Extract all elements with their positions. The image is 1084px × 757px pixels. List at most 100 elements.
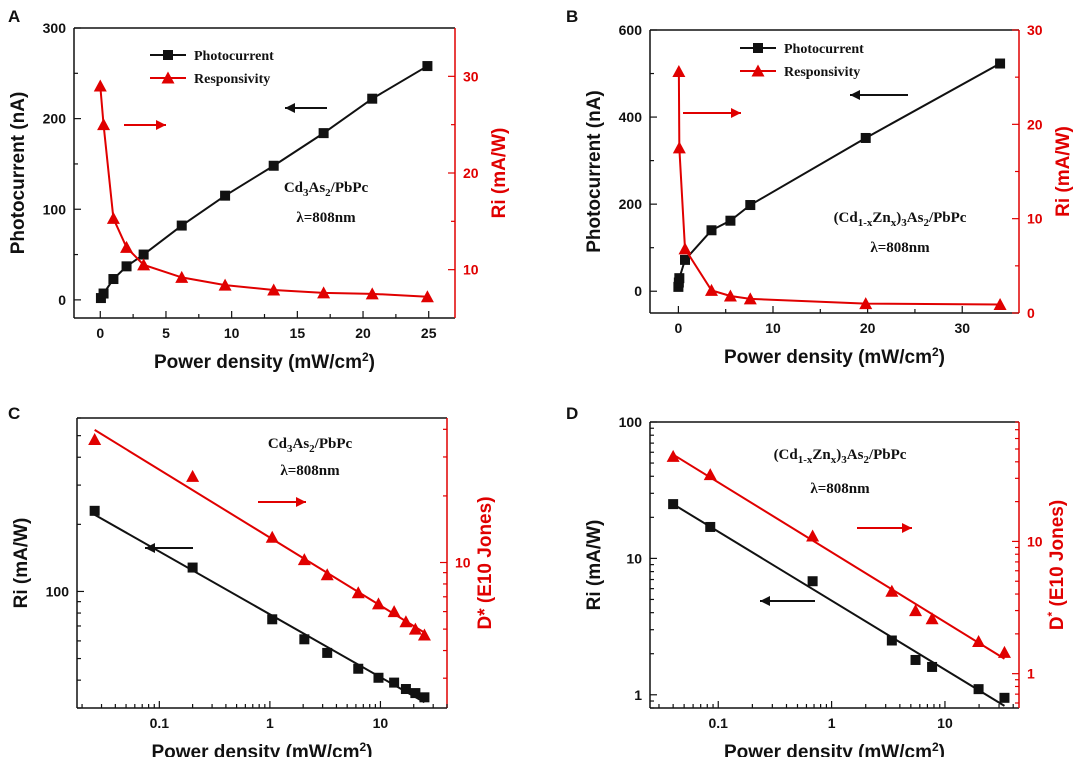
legend-marker [753, 43, 763, 53]
left-y-tick-label: 200 [619, 196, 643, 212]
data-point [373, 672, 384, 683]
data-point [672, 65, 686, 78]
fit-line [672, 503, 1005, 707]
data-point [859, 297, 873, 310]
axis-arrow-head [285, 103, 295, 113]
data-point [668, 499, 679, 510]
x-tick-label: 1 [828, 715, 836, 731]
axis-arrow-head [760, 596, 770, 606]
data-point [108, 274, 119, 285]
data-point [318, 128, 329, 139]
data-point [925, 612, 939, 625]
right-y-tick-label: 20 [463, 165, 479, 181]
left-y-axis-title: Ri (mA/W) [11, 518, 32, 609]
left-y-tick-label: 100 [619, 414, 643, 430]
series-responsivity [672, 65, 1007, 311]
data-point [420, 290, 434, 303]
data-point [138, 249, 149, 260]
data-point [317, 286, 331, 299]
data-point [706, 225, 717, 236]
material-label: Cd3As2/PbPc [268, 436, 353, 455]
data-point [886, 635, 897, 646]
wavelength-label: λ=808nm [870, 240, 930, 256]
panel-a: A 0 5 10 15 20 25 0 100 200 300 10 20 30 Power density… [8, 7, 510, 373]
data-point [399, 615, 413, 628]
data-point [674, 273, 685, 284]
data-point [267, 283, 281, 296]
data-point [705, 283, 718, 296]
axis-arrow-head [850, 90, 860, 100]
data-point [909, 604, 923, 617]
series-line [678, 62, 1001, 279]
right-y-axis-title: D* (E10 Jones) [475, 496, 496, 629]
data-point [121, 261, 132, 272]
right-y-tick-label: 20 [1027, 116, 1043, 132]
left-y-tick-label: 100 [43, 201, 67, 217]
left-y-tick-label: 0 [58, 292, 66, 308]
left-y-tick-label: 0 [634, 283, 642, 299]
right-y-axis-title: D* (E10 Jones) [1045, 500, 1068, 630]
left-y-tick-label: 400 [619, 109, 643, 125]
right-y-axis-title: Ri (mA/W) [1053, 126, 1074, 217]
data-point [807, 576, 818, 587]
data-point [410, 688, 421, 699]
x-tick-label: 0.1 [709, 715, 729, 731]
fit-line [672, 453, 1005, 660]
right-y-tick-label: 30 [463, 68, 479, 84]
series-d [666, 449, 1011, 660]
data-point [97, 118, 111, 131]
legend-label: Responsivity [194, 72, 270, 87]
x-tick-label: 1 [266, 715, 274, 731]
data-point [400, 684, 411, 695]
data-point [89, 505, 100, 516]
data-point [353, 663, 364, 674]
left-y-tick-label: 1 [634, 687, 642, 703]
material-label: (Cd1-xZnx)3As2/PbPc [774, 447, 907, 466]
x-tick-label: 10 [937, 715, 953, 731]
data-point [389, 677, 400, 688]
x-tick-label: 10 [765, 320, 781, 336]
right-y-tick-label: 10 [1027, 533, 1043, 549]
legend-marker [161, 71, 175, 84]
series-line [100, 65, 428, 299]
series-photocurrent [95, 61, 433, 304]
legend-label: Photocurrent [194, 49, 274, 64]
data-point [408, 622, 422, 635]
data-point [299, 634, 310, 645]
panel-letter: B [566, 7, 578, 26]
legend: Photocurrent Responsivity [150, 49, 274, 87]
data-point [322, 647, 333, 658]
x-axis-title: Power density (mW/cm2) [724, 345, 945, 368]
data-point [176, 220, 187, 231]
wavelength-label: λ=808nm [280, 463, 340, 479]
panel-d: D 0.1 1 10 1 10 100 1 10 Power density (mW/cm2) Ri… [566, 404, 1068, 757]
data-point [268, 160, 279, 171]
data-point [678, 242, 692, 255]
data-point [367, 93, 378, 104]
data-point [972, 635, 986, 648]
data-point [860, 132, 871, 143]
data-point [218, 278, 232, 291]
panel-letter: D [566, 404, 578, 423]
data-point [885, 584, 899, 597]
data-point [365, 287, 379, 300]
data-point [705, 521, 716, 532]
right-y-axis-title: Ri (mA/W) [489, 128, 510, 219]
left-y-axis-title: Photocurrent (nA) [584, 90, 605, 253]
data-point [666, 449, 680, 462]
data-point [725, 215, 736, 226]
legend-marker [163, 50, 173, 60]
axis-arrow-head [145, 543, 155, 553]
axis-arrow-head [731, 108, 741, 118]
legend-label: Photocurrent [784, 42, 864, 57]
left-y-axis-title: Photocurrent (nA) [8, 92, 29, 255]
panel-letter: C [8, 404, 20, 423]
data-point [265, 530, 279, 543]
data-point [672, 141, 686, 154]
left-y-tick-label: 100 [46, 583, 70, 599]
panel-b: B 0 10 20 30 0 200 400 600 0 10 20 30 Power density (… [566, 7, 1074, 368]
data-point [973, 684, 984, 695]
axis-arrow-head [902, 523, 912, 533]
